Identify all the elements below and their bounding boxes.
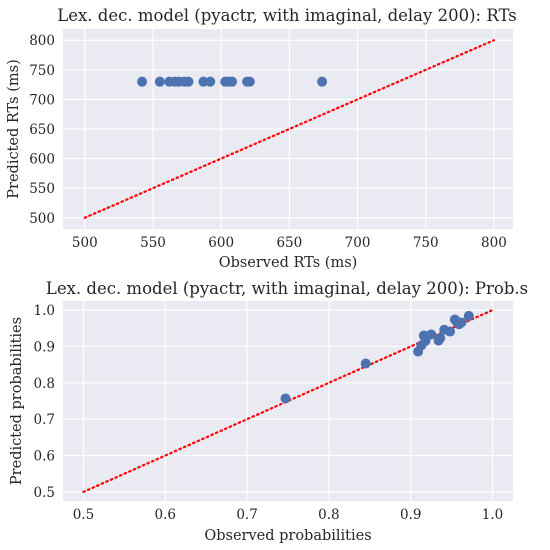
- prob-y-tick-label: 1.0: [34, 303, 55, 319]
- rt-data-point: [154, 76, 165, 87]
- rt-y-tick-label: 550: [29, 181, 55, 197]
- rt-data-point: [205, 76, 216, 87]
- rt-chart-title: Lex. dec. model (pyactr, with imaginal, …: [57, 6, 516, 25]
- prob-chart: Lex. dec. model (pyactr, with imaginal, …: [9, 279, 528, 544]
- rt-y-axis-label: Predicted RTs (ms): [6, 59, 22, 198]
- prob-chart-title: Lex. dec. model (pyactr, with imaginal, …: [46, 279, 528, 298]
- rt-chart: Lex. dec. model (pyactr, with imaginal, …: [6, 6, 517, 271]
- prob-y-tick-label: 0.7: [34, 412, 55, 428]
- prob-x-tick-label: 0.8: [318, 507, 339, 523]
- prob-x-axis-label: Observed probabilities: [204, 528, 371, 544]
- prob-data-point: [420, 336, 431, 346]
- rt-y-tick-label: 800: [29, 33, 55, 49]
- rt-y-tick-label: 600: [29, 152, 55, 168]
- prob-y-axis-label: Predicted probabilities: [9, 317, 25, 485]
- prob-data-point: [456, 317, 467, 328]
- prob-y-tick-label: 0.6: [34, 449, 55, 465]
- rt-y-ticks: 500 550 600 650 700 750 800: [29, 33, 55, 227]
- rt-y-tick-label: 750: [29, 63, 55, 79]
- prob-y-tick-label: 0.5: [34, 485, 55, 501]
- prob-data-point: [435, 333, 446, 344]
- rt-y-tick-label: 650: [29, 122, 55, 138]
- prob-x-ticks: 0.5 0.6 0.7 0.8 0.9 1.0: [73, 507, 504, 523]
- rt-x-tick-label: 750: [413, 235, 439, 251]
- prob-x-tick-label: 0.6: [155, 507, 176, 523]
- rt-y-tick-label: 700: [29, 92, 55, 108]
- prob-reference-line: [82, 308, 494, 494]
- rt-x-tick-label: 700: [345, 235, 371, 251]
- rt-reference-line: [83, 39, 496, 219]
- prob-grid: [63, 301, 513, 501]
- rt-x-tick-label: 800: [481, 235, 507, 251]
- prob-data-point: [426, 329, 437, 340]
- prob-data-point: [463, 310, 474, 321]
- rt-x-tick-label: 600: [208, 235, 234, 251]
- prob-identity-line: [82, 308, 494, 494]
- prob-data-point: [280, 393, 291, 404]
- prob-y-ticks: 0.5 0.6 0.7 0.8 0.9 1.0: [34, 303, 55, 501]
- rt-data-point: [183, 76, 194, 87]
- rt-x-tick-label: 500: [72, 235, 98, 251]
- rt-x-ticks: 500 550 600 650 700 750 800: [72, 235, 507, 251]
- rt-points: [137, 76, 328, 87]
- rt-data-point: [137, 76, 148, 87]
- prob-x-tick-label: 0.5: [73, 507, 94, 523]
- prob-y-tick-label: 0.8: [34, 376, 55, 392]
- rt-x-axis-label: Observed RTs (ms): [219, 255, 358, 271]
- rt-data-point: [227, 76, 238, 87]
- prob-points: [280, 310, 474, 404]
- prob-y-tick-label: 0.9: [34, 339, 55, 355]
- rt-x-tick-label: 650: [276, 235, 302, 251]
- prob-data-point: [360, 358, 371, 369]
- prob-x-tick-label: 0.7: [236, 507, 257, 523]
- prob-x-tick-label: 0.9: [400, 507, 421, 523]
- rt-x-tick-label: 550: [140, 235, 166, 251]
- rt-data-point: [317, 76, 328, 87]
- prob-data-point: [445, 326, 455, 337]
- prob-x-tick-label: 1.0: [482, 507, 503, 523]
- rt-identity-line: [83, 39, 496, 219]
- rt-data-point: [244, 76, 255, 87]
- rt-y-tick-label: 500: [29, 211, 55, 227]
